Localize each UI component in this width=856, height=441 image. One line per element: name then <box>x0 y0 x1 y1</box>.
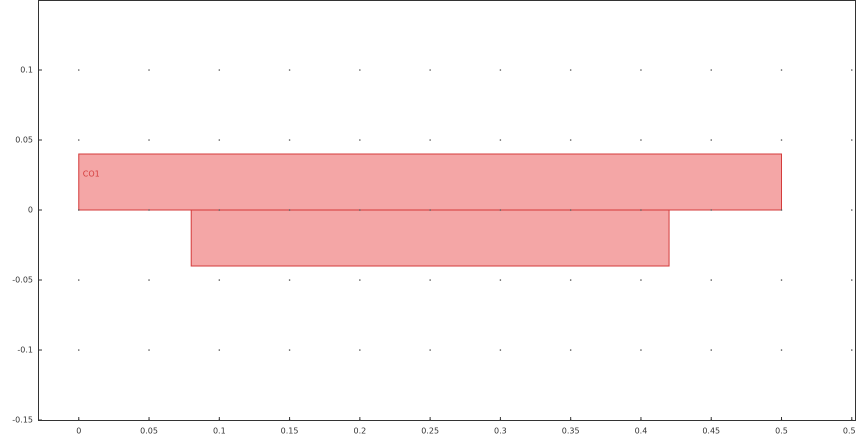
grid-dot <box>288 209 291 211</box>
grid-dot <box>640 209 642 211</box>
x-tick-label: 0.2 <box>353 427 366 436</box>
grid-dot <box>850 349 853 351</box>
x-tick-label: 0.45 <box>702 427 720 436</box>
y-tick-label: -0.15 <box>12 416 33 425</box>
x-tick-label: 0.3 <box>494 427 507 436</box>
grid-dot <box>359 279 361 281</box>
grid-dot <box>148 69 150 71</box>
grid-dot <box>429 69 431 71</box>
grid-dot <box>850 69 853 71</box>
domain-rect <box>190 209 670 267</box>
grid-dot <box>850 279 853 281</box>
y-tick-label: -0.05 <box>12 276 33 285</box>
grid-dot <box>569 209 572 211</box>
grid-dot <box>218 349 221 351</box>
grid-dot <box>218 279 221 281</box>
x-tick-label: 0.05 <box>140 427 158 436</box>
grid-dot <box>359 349 361 351</box>
grid-dot <box>288 279 291 281</box>
x-tick-label: 0.55 <box>843 427 856 436</box>
grid-dot <box>148 209 150 211</box>
y-tick-label: 0 <box>28 206 33 215</box>
grid-dot <box>640 69 642 71</box>
x-tick-label: 0.4 <box>635 427 648 436</box>
grid-dot <box>77 279 80 281</box>
grid-dot <box>780 139 783 141</box>
grid-dot <box>77 139 80 141</box>
grid-dot <box>148 349 150 351</box>
grid-dot <box>499 69 502 71</box>
grid-dot <box>780 349 783 351</box>
grid-dot <box>710 279 713 281</box>
x-tick-label: 0.35 <box>562 427 580 436</box>
grid-dot <box>710 69 713 71</box>
grid-dot <box>850 139 853 141</box>
x-tick-label: 0.15 <box>281 427 299 436</box>
grid-dot <box>77 209 80 211</box>
grid-dot <box>710 209 713 211</box>
grid-dot <box>148 279 150 281</box>
grid-dot <box>640 279 642 281</box>
grid-dot <box>359 139 361 141</box>
grid-dot <box>640 349 642 351</box>
grid-dot <box>569 69 572 71</box>
grid-dot <box>499 279 502 281</box>
grid-dot <box>710 139 713 141</box>
grid-dot <box>77 349 80 351</box>
grid-dot <box>218 209 221 211</box>
y-tick-label: -0.1 <box>17 346 33 355</box>
grid-dot <box>569 279 572 281</box>
grid-dot <box>780 209 783 211</box>
grid-dot <box>569 349 572 351</box>
grid-dot <box>218 139 221 141</box>
grid-dot <box>218 69 221 71</box>
grid-dot <box>780 69 783 71</box>
grid-dot <box>288 69 291 71</box>
grid-dot <box>288 349 291 351</box>
grid-dot <box>499 139 502 141</box>
x-tick-label: 0.25 <box>421 427 439 436</box>
x-tick-label: 0 <box>76 427 81 436</box>
grid-dot <box>77 69 80 71</box>
x-tick-label: 0.1 <box>213 427 226 436</box>
grid-dot <box>640 139 642 141</box>
grid-dot <box>499 349 502 351</box>
grid-dot <box>288 139 291 141</box>
grid-dot <box>429 209 431 211</box>
grid-dot <box>429 349 431 351</box>
grid-dot <box>780 279 783 281</box>
y-tick-label: 0.1 <box>20 66 33 75</box>
grid-dot <box>148 139 150 141</box>
grid-dot <box>359 69 361 71</box>
x-tick-label: 0.5 <box>775 427 788 436</box>
grid-dot <box>429 139 431 141</box>
y-tick-label: 0.05 <box>15 136 33 145</box>
grid-dot <box>569 139 572 141</box>
domain-rect <box>78 153 783 211</box>
grid-dot <box>850 209 853 211</box>
grid-dot <box>499 209 502 211</box>
grid-dot <box>710 349 713 351</box>
object-label: CO1 <box>83 170 100 179</box>
grid-dot <box>359 209 361 211</box>
grid-dot <box>429 279 431 281</box>
